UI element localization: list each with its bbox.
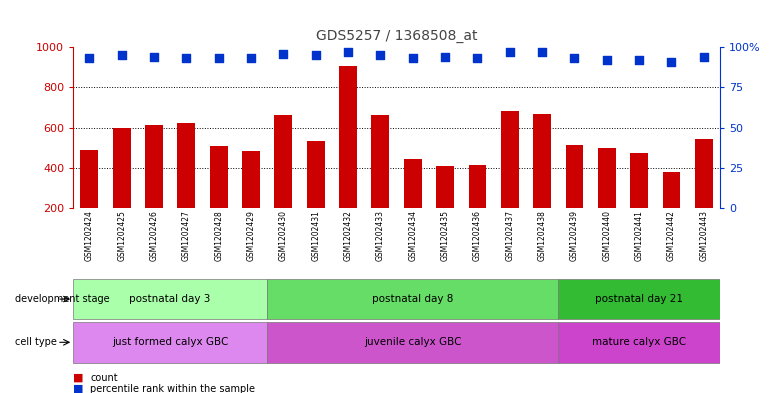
Point (536, 49, 548, 55)
Text: just formed calyx GBC: just formed calyx GBC (112, 337, 229, 347)
Bar (403, 159, 422, 249)
Text: postnatal day 21: postnatal day 21 (595, 294, 683, 304)
Point (213, 55, 225, 62)
Bar (73, 279, 267, 320)
Point (116, 52, 128, 58)
Point (633, 57, 645, 63)
Point (601, 57, 613, 63)
Bar (565, 145, 584, 249)
Text: development stage: development stage (15, 294, 109, 304)
Point (504, 49, 516, 55)
Point (439, 54, 451, 60)
Bar (112, 128, 131, 249)
Bar (500, 110, 519, 249)
Title: GDS5257 / 1368508_at: GDS5257 / 1368508_at (316, 29, 477, 43)
Text: postnatal day 3: postnatal day 3 (129, 294, 211, 304)
Text: GSM1202428: GSM1202428 (214, 210, 223, 261)
Text: GSM1202432: GSM1202432 (343, 210, 353, 261)
Text: GSM1202441: GSM1202441 (634, 210, 644, 261)
Bar (558, 322, 720, 363)
Point (698, 54, 710, 60)
Bar (242, 151, 260, 249)
Text: GSM1202425: GSM1202425 (117, 210, 126, 261)
Bar (630, 153, 648, 249)
Point (471, 55, 484, 62)
Text: GSM1202427: GSM1202427 (182, 210, 191, 261)
Text: GSM1202435: GSM1202435 (440, 210, 450, 261)
Text: GSM1202426: GSM1202426 (149, 210, 159, 261)
Bar (267, 322, 558, 363)
Text: GSM1202442: GSM1202442 (667, 210, 676, 261)
Point (568, 55, 581, 62)
Point (277, 50, 290, 57)
Bar (558, 279, 720, 320)
Bar (436, 166, 454, 249)
Point (342, 49, 354, 55)
Text: percentile rank within the sample: percentile rank within the sample (90, 384, 255, 393)
Bar (73, 322, 267, 363)
Point (310, 52, 322, 58)
Bar (306, 141, 325, 249)
Text: GSM1202436: GSM1202436 (473, 210, 482, 261)
Bar (145, 125, 163, 249)
Bar (80, 150, 99, 249)
Bar (339, 66, 357, 249)
Text: GSM1202443: GSM1202443 (699, 210, 708, 261)
Text: GSM1202437: GSM1202437 (505, 210, 514, 261)
Bar (274, 115, 293, 249)
Text: GSM1202439: GSM1202439 (570, 210, 579, 261)
Point (374, 52, 387, 58)
Text: postnatal day 8: postnatal day 8 (372, 294, 454, 304)
Text: juvenile calyx GBC: juvenile calyx GBC (364, 337, 461, 347)
Point (245, 55, 257, 62)
Text: GSM1202438: GSM1202438 (537, 210, 547, 261)
Bar (371, 115, 390, 249)
Text: GSM1202434: GSM1202434 (408, 210, 417, 261)
Text: GSM1202424: GSM1202424 (85, 210, 94, 261)
Bar (468, 165, 487, 249)
Text: GSM1202430: GSM1202430 (279, 210, 288, 261)
Text: GSM1202429: GSM1202429 (246, 210, 256, 261)
Text: count: count (90, 373, 118, 383)
Bar (177, 123, 196, 249)
Bar (695, 139, 713, 249)
Bar (209, 146, 228, 249)
Point (407, 55, 419, 62)
Text: ■: ■ (73, 373, 84, 383)
Text: GSM1202433: GSM1202433 (376, 210, 385, 261)
Point (148, 54, 160, 60)
Point (665, 59, 678, 65)
Text: mature calyx GBC: mature calyx GBC (592, 337, 686, 347)
Bar (267, 279, 558, 320)
Text: cell type: cell type (15, 337, 57, 347)
Bar (598, 148, 616, 249)
Point (180, 55, 192, 62)
Bar (662, 172, 681, 249)
Point (83, 55, 95, 62)
Text: GSM1202431: GSM1202431 (311, 210, 320, 261)
Text: GSM1202440: GSM1202440 (602, 210, 611, 261)
Text: ■: ■ (73, 384, 84, 393)
Bar (533, 114, 551, 249)
